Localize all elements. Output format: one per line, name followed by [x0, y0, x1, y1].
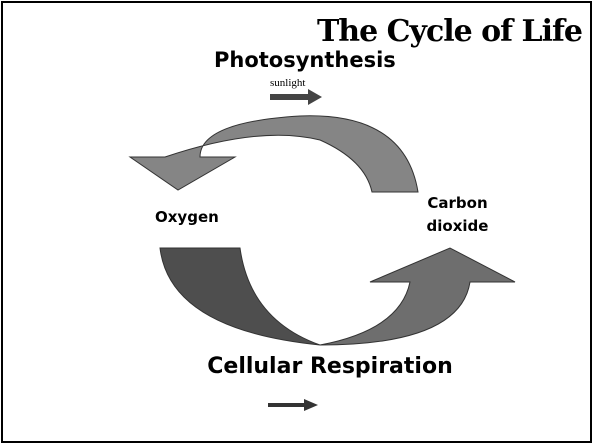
respiration-label: Cellular Respiration — [207, 354, 453, 379]
respiration-small-arrow — [268, 399, 318, 411]
title: The Cycle of Life — [316, 14, 583, 49]
respiration-arrow — [319, 247, 516, 346]
carbon-dioxide-label: Carbon dioxide — [426, 194, 489, 235]
sunlight-arrow — [270, 89, 322, 105]
sunlight-label: sunlight — [270, 77, 306, 89]
photosynthesis-label: Photosynthesis — [214, 48, 396, 72]
oxygen-label: Oxygen — [155, 208, 219, 226]
photosynthesis-arrow — [128, 115, 419, 193]
respiration-arc — [159, 247, 321, 346]
